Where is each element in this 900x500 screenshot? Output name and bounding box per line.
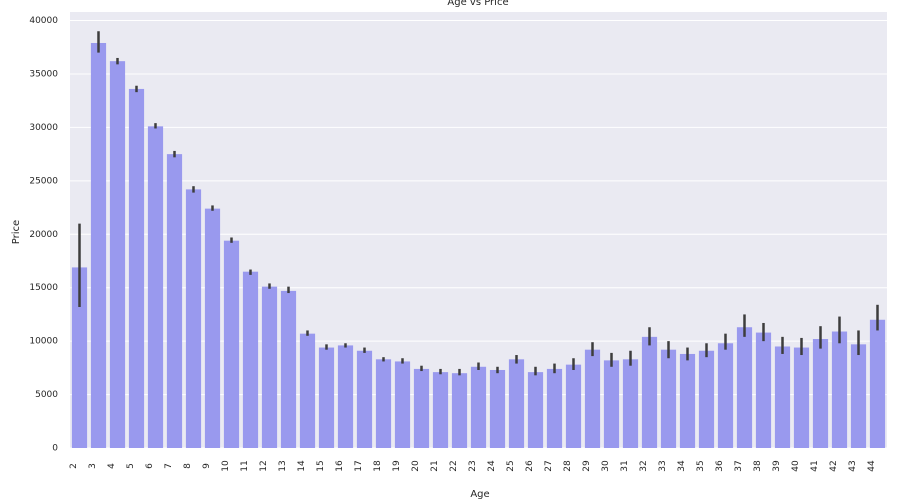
bar (508, 359, 525, 448)
x-tick-label: 34 (677, 460, 687, 472)
bar (242, 271, 259, 448)
bar (109, 61, 126, 449)
x-tick-label: 35 (696, 460, 706, 471)
y-tick-label: 40000 (29, 16, 58, 26)
x-tick-label: 44 (867, 460, 877, 472)
x-tick-label: 28 (563, 460, 573, 472)
x-tick-label: 14 (297, 460, 307, 472)
x-tick-label: 12 (259, 460, 269, 471)
x-tick-label: 15 (316, 460, 326, 471)
x-tick-label: 9 (202, 463, 212, 469)
bar (774, 346, 791, 448)
bar (356, 350, 373, 448)
x-tick-label: 29 (582, 460, 592, 472)
x-tick-label: 20 (411, 460, 421, 472)
y-tick-label: 25000 (29, 176, 58, 186)
x-tick-label: 41 (810, 460, 820, 471)
x-tick-label: 19 (392, 460, 402, 472)
bar (831, 331, 848, 448)
bar (223, 240, 240, 448)
x-tick-label: 4 (107, 463, 117, 469)
x-tick-label: 6 (145, 463, 155, 469)
bar (337, 345, 354, 448)
x-tick-label: 33 (658, 460, 668, 471)
x-tick-label: 7 (164, 463, 174, 469)
x-tick-label: 23 (468, 460, 478, 471)
bar (261, 286, 278, 448)
x-tick-label: 37 (734, 460, 744, 471)
x-tick-label: 8 (183, 463, 193, 469)
bar (812, 339, 829, 448)
chart-title: Age vs Price (447, 0, 508, 8)
x-tick-label: 3 (88, 463, 98, 469)
bar (432, 372, 449, 448)
bar (318, 347, 335, 448)
bar (755, 332, 772, 448)
y-tick-label: 5000 (35, 390, 58, 400)
bar (717, 343, 734, 448)
bar (451, 373, 468, 448)
bar (413, 368, 430, 448)
y-tick-label: 35000 (29, 69, 58, 79)
bar (394, 361, 411, 448)
x-tick-label: 38 (753, 460, 763, 472)
x-tick-label: 39 (772, 460, 782, 472)
bar (71, 267, 88, 448)
bar (299, 333, 316, 448)
x-tick-label: 26 (525, 460, 535, 472)
x-tick-label: 5 (126, 463, 136, 469)
x-tick-label: 43 (848, 460, 858, 471)
y-tick-label: 30000 (29, 123, 58, 133)
x-tick-label: 36 (715, 460, 725, 472)
bar (622, 359, 639, 448)
bar (546, 368, 563, 448)
bar (736, 327, 753, 448)
bar (565, 364, 582, 448)
y-axis-label: Price (11, 220, 22, 244)
x-tick-label: 30 (601, 460, 611, 472)
x-tick-label: 11 (240, 460, 250, 471)
x-tick-label: 40 (791, 460, 801, 472)
bar (280, 290, 297, 448)
bar (147, 126, 164, 448)
bar (603, 360, 620, 448)
bar (793, 347, 810, 448)
x-tick-label: 13 (278, 460, 288, 471)
x-axis-label: Age (470, 489, 489, 500)
y-tick-label: 15000 (29, 283, 58, 293)
x-tick-label: 10 (221, 460, 231, 472)
x-tick-label: 25 (506, 460, 516, 471)
x-tick-label: 21 (430, 460, 440, 471)
bar (470, 366, 487, 448)
y-tick-label: 10000 (29, 337, 58, 347)
bar (584, 349, 601, 448)
bar (185, 189, 202, 448)
bar (698, 350, 715, 448)
x-tick-label: 31 (620, 460, 630, 471)
bar (850, 344, 867, 448)
bar (128, 88, 145, 449)
bar (527, 372, 544, 448)
x-tick-label: 17 (354, 460, 364, 471)
x-tick-label: 24 (487, 460, 497, 472)
x-tick-label: 22 (449, 460, 459, 471)
bar (489, 369, 506, 448)
x-tick-label: 42 (829, 460, 839, 471)
bar (660, 349, 677, 448)
y-tick-label: 0 (52, 444, 58, 454)
bar (90, 42, 107, 448)
x-tick-label: 16 (335, 460, 345, 472)
bar (166, 154, 183, 449)
x-tick-label: 2 (69, 463, 79, 469)
x-tick-label: 27 (544, 460, 554, 471)
y-tick-label: 20000 (29, 230, 58, 240)
x-tick-label: 32 (639, 460, 649, 471)
x-tick-label: 18 (373, 460, 383, 472)
bar (375, 359, 392, 448)
bar (204, 208, 221, 448)
bar (679, 353, 696, 448)
bar (641, 336, 658, 448)
bar (869, 319, 886, 448)
